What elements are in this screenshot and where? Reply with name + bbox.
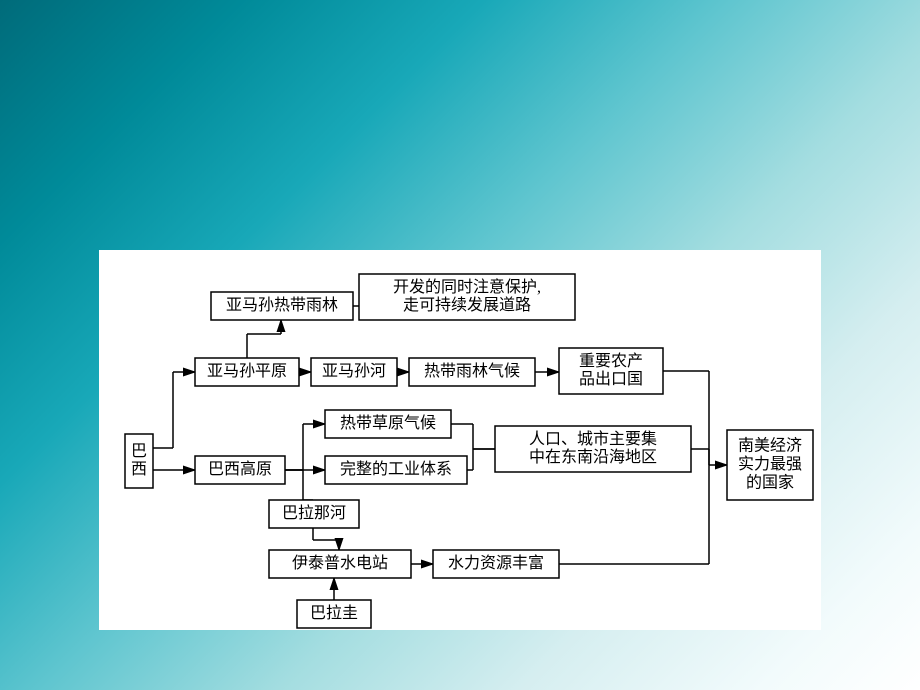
node-amazon_river: 亚马孙河 bbox=[311, 358, 397, 386]
node-label: 伊泰普水电站 bbox=[292, 554, 388, 572]
diagram-panel: 巴西 亚马孙平原 亚马孙热带雨林 开发的同时注意保护,走可持续发展道路亚马孙河 热带雨林… bbox=[99, 250, 821, 630]
node-agri_export: 重要农产品出口国 bbox=[559, 348, 663, 394]
node-rainforest: 亚马孙热带雨林 bbox=[211, 292, 353, 320]
node-plateau: 巴西高原 bbox=[195, 456, 285, 484]
node-industry: 完整的工业体系 bbox=[325, 456, 467, 484]
node-label: 热带草原气候 bbox=[340, 414, 436, 432]
node-amazon_plain: 亚马孙平原 bbox=[195, 358, 299, 386]
flowchart-svg: 巴西 亚马孙平原 亚马孙热带雨林 开发的同时注意保护,走可持续发展道路亚马孙河 热带雨林… bbox=[99, 250, 821, 630]
node-label: 热带雨林气候 bbox=[424, 362, 520, 380]
node-hydro: 水力资源丰富 bbox=[433, 550, 559, 578]
node-label: 巴拉那河 bbox=[282, 504, 346, 522]
node-savanna: 热带草原气候 bbox=[325, 410, 451, 438]
node-label: 南美经济实力最强的国家 bbox=[738, 436, 802, 491]
node-label: 亚马孙平原 bbox=[207, 362, 287, 380]
slide-background: 巴西 亚马孙平原 亚马孙热带雨林 开发的同时注意保护,走可持续发展道路亚马孙河 热带雨林… bbox=[0, 0, 920, 690]
node-label: 完整的工业体系 bbox=[340, 460, 452, 478]
node-strongest: 南美经济实力最强的国家 bbox=[727, 430, 813, 500]
node-parana: 巴拉那河 bbox=[269, 500, 359, 528]
node-paraguay: 巴拉圭 bbox=[297, 600, 371, 628]
node-label: 巴拉圭 bbox=[310, 604, 358, 622]
nodes-layer: 巴西 亚马孙平原 亚马孙热带雨林 开发的同时注意保护,走可持续发展道路亚马孙河 热带雨林… bbox=[125, 274, 813, 628]
node-pop_city: 人口、城市主要集中在东南沿海地区 bbox=[495, 426, 691, 472]
node-label: 巴西高原 bbox=[208, 460, 272, 478]
node-label: 巴西 bbox=[131, 442, 147, 477]
node-label: 开发的同时注意保护,走可持续发展道路 bbox=[393, 276, 541, 313]
node-itaipu: 伊泰普水电站 bbox=[269, 550, 411, 578]
node-rain_climate: 热带雨林气候 bbox=[409, 358, 535, 386]
node-label: 亚马孙热带雨林 bbox=[226, 296, 338, 314]
node-sustain: 开发的同时注意保护,走可持续发展道路 bbox=[359, 274, 575, 320]
node-label: 亚马孙河 bbox=[322, 362, 386, 380]
node-label: 水力资源丰富 bbox=[448, 554, 544, 572]
node-brazil: 巴西 bbox=[125, 434, 153, 488]
